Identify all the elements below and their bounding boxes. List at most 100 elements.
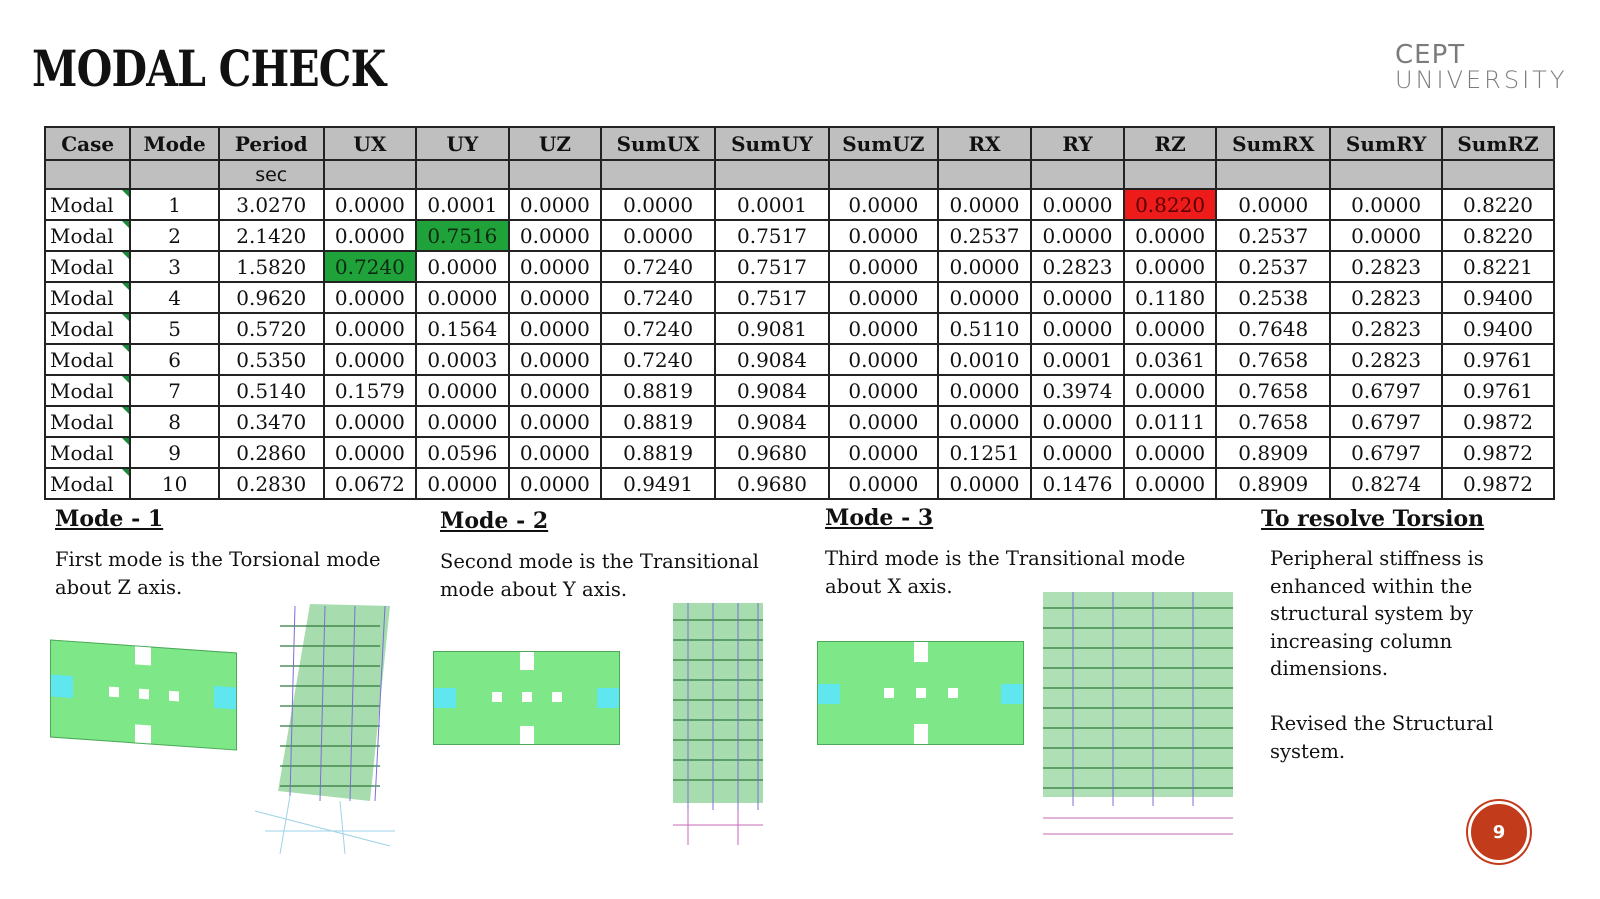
table-cell: 0.9084	[714, 405, 830, 438]
table-cell: 3	[129, 250, 220, 283]
case-cell: Modal	[43, 405, 132, 438]
unit-cell	[936, 159, 1033, 190]
table-cell: 1	[129, 188, 220, 221]
col-header: Case	[43, 126, 132, 161]
table-cell: 6	[129, 343, 220, 376]
table-cell: 0.0000	[827, 312, 939, 345]
resolve-line: Peripheral stiffness is	[1270, 547, 1484, 570]
col-header: UY	[415, 126, 510, 161]
table-row: Modal 3 1.5820 0.7240 0.0000 0.0000 0.7240 0.75…	[43, 250, 1555, 283]
table-cell: 0.9761	[1441, 374, 1555, 407]
table-cell: 0.9491	[600, 467, 717, 500]
table-cell: 0.5110	[936, 312, 1033, 345]
table-cell: 0.0003	[415, 343, 510, 376]
table-cell: 0.0000	[507, 374, 603, 407]
table-cell: 0.0361	[1122, 343, 1218, 376]
table-cell: 0.0672	[322, 467, 418, 500]
mode-2-line-1: Second mode is the Transitional	[440, 550, 759, 573]
unit-cell	[507, 159, 603, 190]
table-cell: 0.8909	[1215, 436, 1332, 469]
table-cell: 0.8221	[1441, 250, 1555, 283]
table-cell: 0.0000	[936, 374, 1033, 407]
mode-1-plan-image	[50, 639, 237, 751]
table-cell: 0.0000	[415, 250, 510, 283]
resolve-paragraph-1: Peripheral stiffness is enhanced within …	[1270, 545, 1540, 683]
table-cell: 0.2823	[1329, 281, 1444, 314]
table-cell: 0.0000	[322, 405, 418, 438]
mode-2-description: Second mode is the Transitional mode abo…	[440, 548, 800, 604]
unit-cell: sec	[217, 159, 325, 190]
unit-cell	[714, 159, 830, 190]
col-header: SumRY	[1329, 126, 1444, 161]
case-cell: Modal	[43, 250, 132, 283]
col-header: UZ	[507, 126, 603, 161]
table-cell: 0.0000	[827, 219, 939, 252]
table-row: Modal 4 0.9620 0.0000 0.0000 0.0000 0.7240 0.75…	[43, 281, 1555, 314]
table-cell: 0.6797	[1329, 374, 1444, 407]
unit-cell	[322, 159, 418, 190]
table-cell: 0.9680	[714, 467, 830, 500]
mode-3-plan-image	[817, 641, 1024, 745]
table-cell: 0.9081	[714, 312, 830, 345]
table-cell: 0.0001	[714, 188, 830, 221]
table-cell: 0.2830	[217, 467, 325, 500]
col-header: SumUX	[600, 126, 717, 161]
table-row: Modal 9 0.2860 0.0000 0.0596 0.0000 0.8819 0.96…	[43, 436, 1555, 469]
resolve-torsion-heading: To resolve Torsion	[1261, 506, 1485, 532]
table-cell: 0.7517	[714, 219, 830, 252]
table-cell: 0.0000	[507, 405, 603, 438]
table-cell: 0.0596	[415, 436, 510, 469]
table-cell: 0.0000	[936, 188, 1033, 221]
unit-cell	[600, 159, 717, 190]
unit-cell	[415, 159, 510, 190]
table-cell: 0.0000	[827, 250, 939, 283]
table-cell: 0.0000	[322, 219, 418, 252]
case-cell: Modal	[43, 281, 132, 314]
col-header: SumRX	[1215, 126, 1332, 161]
table-cell: 0.6797	[1329, 405, 1444, 438]
table-cell: 0.0000	[415, 467, 510, 500]
table-cell: 0.8220	[1441, 188, 1555, 221]
table-cell: 0.7240	[600, 250, 717, 283]
col-header: Mode	[129, 126, 220, 161]
table-cell: 0.0010	[936, 343, 1033, 376]
col-header: SumUY	[714, 126, 830, 161]
unit-cell	[129, 159, 220, 190]
unit-cell	[1441, 159, 1555, 190]
table-cell: 0.5720	[217, 312, 325, 345]
col-header: SumUZ	[827, 126, 939, 161]
table-cell: 0.0000	[507, 188, 603, 221]
table-cell: 0.2537	[1215, 219, 1332, 252]
mode-3-line-2: about X axis.	[825, 575, 953, 598]
table-cell: 0.3974	[1030, 374, 1125, 407]
resolve-line: structural system by	[1270, 602, 1474, 625]
table-cell: 0.7658	[1215, 405, 1332, 438]
table-cell: 0.0000	[322, 281, 418, 314]
table-cell: 0.7240	[600, 343, 717, 376]
table-cell: 0.2538	[1215, 281, 1332, 314]
table-cell: 0.0000	[322, 188, 418, 221]
mode-3-line-1: Third mode is the Transitional mode	[825, 547, 1186, 570]
table-cell: 0.0000	[507, 436, 603, 469]
table-cell: 8	[129, 405, 220, 438]
table-cell: 3.0270	[217, 188, 325, 221]
table-cell: 0.7240	[322, 250, 418, 283]
table-cell: 7	[129, 374, 220, 407]
case-cell: Modal	[43, 467, 132, 500]
table-cell: 0.7240	[600, 281, 717, 314]
page-title: MODAL CHECK	[32, 39, 386, 98]
page-number-badge: 9	[1468, 801, 1530, 863]
table-cell: 0.0000	[322, 312, 418, 345]
table-cell: 0.2823	[1329, 250, 1444, 283]
mode-1-3d-model-image	[254, 604, 395, 855]
table-cell: 0.0111	[1122, 405, 1218, 438]
mode-1-line-2: about Z axis.	[55, 576, 183, 599]
modal-participation-table: Case Mode Period UX UY UZ SumUX SumUY Su…	[43, 126, 1555, 500]
table-body: Modal 1 3.0270 0.0000 0.0001 0.0000 0.0000 0.00…	[43, 188, 1555, 500]
case-cell: Modal	[43, 343, 132, 376]
table-cell: 0.8909	[1215, 467, 1332, 500]
table-cell: 0.0000	[600, 188, 717, 221]
table-cell: 0.5350	[217, 343, 325, 376]
table-cell: 0.0000	[936, 467, 1033, 500]
col-header: Period	[217, 126, 325, 161]
